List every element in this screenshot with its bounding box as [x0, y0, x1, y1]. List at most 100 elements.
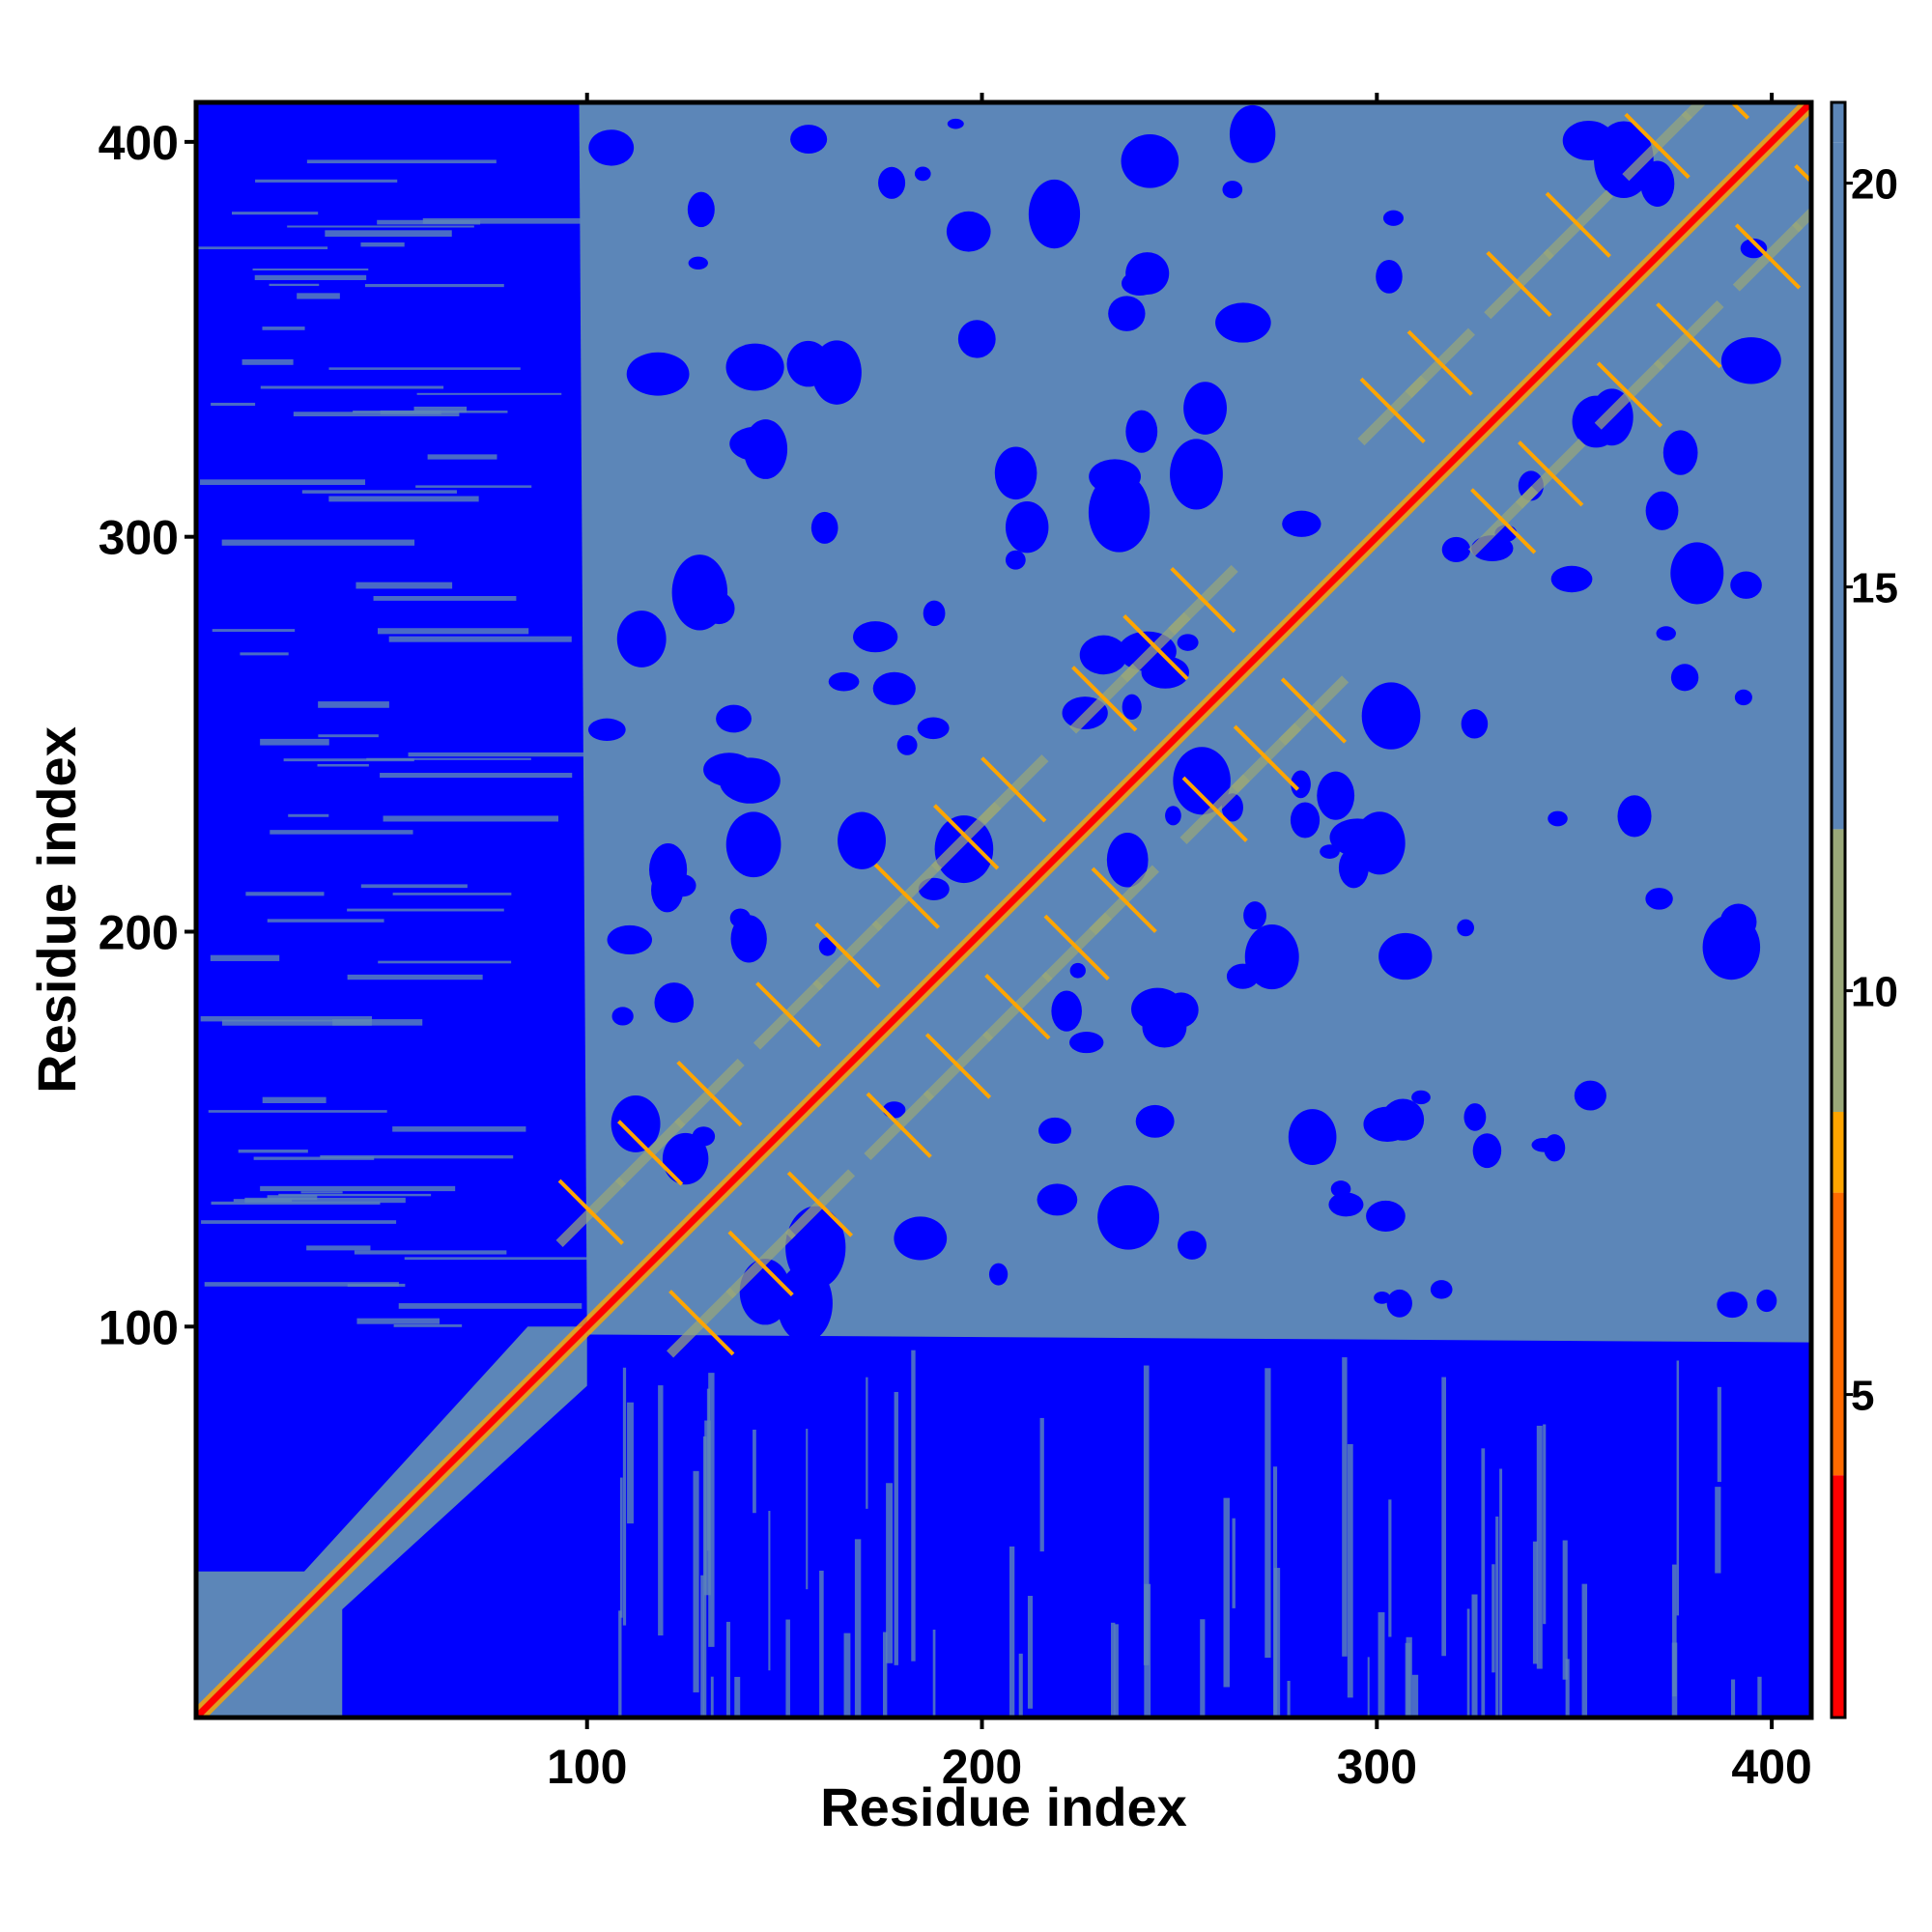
- hole: [1005, 550, 1026, 570]
- cross-arm: [984, 974, 1051, 1040]
- cross-arm: [786, 1171, 854, 1237]
- streak: [843, 1633, 851, 1718]
- cross-arm: [1233, 724, 1299, 791]
- hole: [1222, 181, 1243, 199]
- streak: [293, 412, 460, 416]
- y-tick-label: 200: [99, 905, 179, 959]
- hole: [1329, 818, 1385, 857]
- hole: [587, 718, 626, 742]
- hole: [1717, 1292, 1748, 1319]
- hole: [1548, 810, 1568, 827]
- y-axis: 100 200 300 400: [99, 116, 196, 1354]
- streak: [383, 815, 559, 822]
- streak: [244, 1197, 406, 1204]
- streak: [270, 830, 413, 835]
- cross-arm: [1518, 440, 1584, 507]
- streak: [318, 701, 389, 708]
- x-tick-label: 400: [1731, 1740, 1811, 1794]
- hole: [1317, 771, 1355, 820]
- streak: [1543, 1424, 1547, 1625]
- streak: [1492, 1564, 1495, 1673]
- cross-arm: [1280, 677, 1348, 744]
- hole: [1338, 847, 1369, 889]
- streak: [211, 402, 256, 407]
- hole: [1106, 832, 1149, 888]
- streak: [806, 1429, 809, 1590]
- streak: [242, 358, 294, 365]
- streak: [269, 283, 320, 287]
- hole: [671, 554, 728, 631]
- streak: [1565, 1659, 1570, 1718]
- y-tick-label: 100: [99, 1300, 179, 1354]
- hole: [1037, 1183, 1078, 1216]
- streak: [360, 884, 468, 889]
- hole: [1740, 238, 1768, 259]
- cross-arm: [1170, 566, 1236, 634]
- cross-arm: [1656, 302, 1722, 369]
- streak: [328, 367, 521, 370]
- colorbar-frame: [1830, 100, 1847, 1719]
- streak: [267, 919, 384, 923]
- hole: [1734, 689, 1752, 706]
- hole: [1005, 500, 1049, 554]
- hole: [1069, 1032, 1104, 1054]
- cross-arm: [557, 1179, 624, 1245]
- streak: [894, 1391, 898, 1665]
- cross-arm: [873, 863, 940, 929]
- x-axis-title: Residue index: [820, 1776, 1187, 1837]
- cross-arm: [755, 981, 822, 1048]
- cross-arm: [1792, 206, 1811, 233]
- hole: [790, 125, 828, 155]
- contact-crosses: [555, 102, 1811, 1358]
- hole: [1125, 410, 1158, 453]
- cross-arm: [1181, 776, 1248, 842]
- streak: [413, 406, 468, 412]
- streak: [288, 813, 329, 817]
- streak: [1499, 1468, 1503, 1718]
- streak: [618, 1610, 622, 1718]
- streak: [693, 1470, 699, 1692]
- colorbar-segment: [1832, 1475, 1845, 1718]
- hole: [1097, 1184, 1160, 1250]
- hole: [725, 343, 784, 391]
- streak: [700, 1575, 704, 1718]
- hole: [1376, 259, 1403, 294]
- streak: [1466, 1608, 1470, 1718]
- streak: [355, 582, 453, 589]
- hole: [1079, 635, 1127, 675]
- x-tick-label: 300: [1337, 1740, 1417, 1794]
- streak: [380, 773, 573, 779]
- streak: [300, 1191, 343, 1194]
- streak: [785, 1619, 790, 1718]
- streak: [398, 1303, 582, 1309]
- x-tick-label: 200: [942, 1740, 1022, 1794]
- hole: [1386, 1289, 1412, 1318]
- streak: [378, 960, 512, 964]
- cross-arm: [1681, 102, 1708, 122]
- hole: [1463, 1103, 1487, 1131]
- colorbar-segment: [1832, 1112, 1845, 1193]
- cross-arm: [1359, 377, 1426, 443]
- streak: [1717, 1386, 1721, 1483]
- streak: [1378, 1612, 1385, 1718]
- streak: [1495, 1516, 1499, 1718]
- streak: [232, 212, 319, 215]
- hole: [588, 129, 635, 166]
- streak: [1039, 1417, 1044, 1552]
- hole: [934, 815, 994, 884]
- streak: [1536, 1425, 1543, 1669]
- hole: [1121, 270, 1158, 297]
- hole: [1282, 510, 1321, 537]
- hole: [1361, 682, 1421, 750]
- streak: [1481, 1448, 1486, 1718]
- streak: [1018, 1653, 1023, 1718]
- streak: [262, 1096, 327, 1103]
- colorbar-label: 5: [1851, 1373, 1874, 1420]
- y-tick-label: 400: [99, 116, 179, 170]
- streak: [267, 1195, 318, 1201]
- colorbar-segment: [1832, 829, 1845, 1112]
- streak: [332, 1019, 423, 1026]
- hole: [1178, 1231, 1208, 1260]
- colorbar-label: 10: [1851, 969, 1898, 1016]
- streak: [408, 752, 603, 757]
